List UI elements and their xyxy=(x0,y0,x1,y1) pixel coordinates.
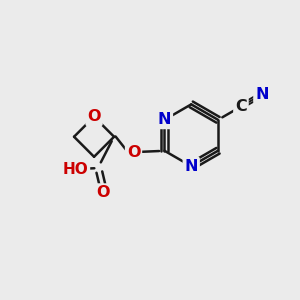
Text: O: O xyxy=(127,145,140,160)
Text: N: N xyxy=(184,159,198,174)
Text: HO: HO xyxy=(63,162,88,177)
Text: N: N xyxy=(158,112,171,127)
Text: O: O xyxy=(96,185,110,200)
Text: O: O xyxy=(87,109,101,124)
Text: C: C xyxy=(235,99,247,114)
Text: N: N xyxy=(255,87,268,102)
